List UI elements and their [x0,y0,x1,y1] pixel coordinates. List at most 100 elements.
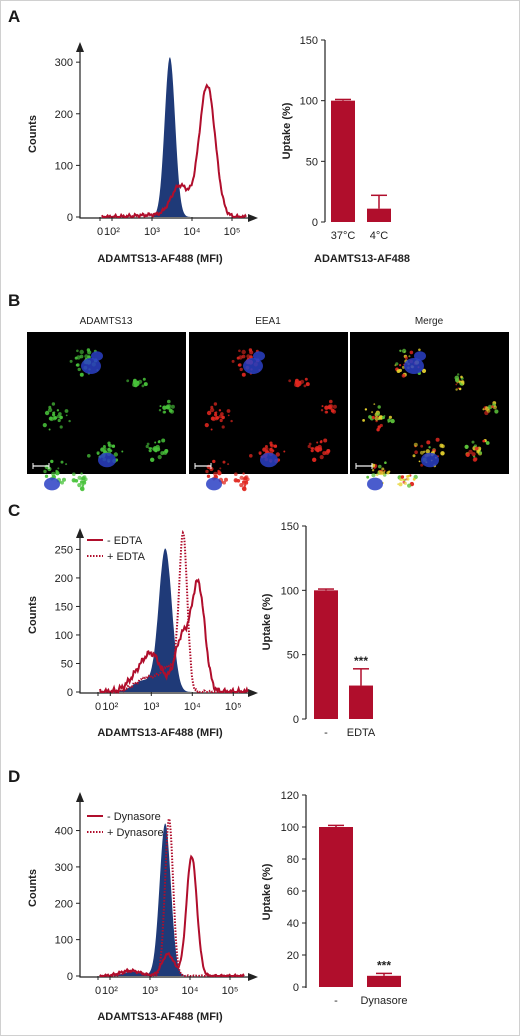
signal-spot [471,440,475,444]
signal-spot [149,447,152,450]
signal-spot [148,449,152,453]
signal-spot [388,415,392,419]
signal-spot [48,416,53,421]
signal-spot [241,486,247,491]
signal-spot [55,471,60,476]
signal-spot [404,356,408,360]
signal-spot [371,473,376,478]
signal-spot [204,423,209,428]
y-tick-label: 100 [281,585,299,597]
category-label: Dynasore [360,995,407,1007]
y-tick-label: 150 [281,521,299,533]
signal-spot [423,450,426,453]
signal-spot [57,467,60,470]
signal-spot [243,478,246,480]
y-tick-label: 300 [55,57,73,69]
x-tick-label: 10³ [142,985,158,997]
signal-spot [243,484,247,487]
y-tick-label: 80 [287,854,299,866]
signal-spot [72,472,76,477]
signal-spot [234,472,238,477]
signal-spot [79,349,84,355]
signal-spot [487,404,493,410]
x-axis-label: ADAMTS13-AF488 (MFI) [97,1011,223,1023]
nucleus [81,358,101,374]
signal-spot [412,454,416,458]
signal-spot [304,377,308,381]
signal-spot [142,377,146,381]
signal-spot [87,454,91,458]
signal-spot [402,478,405,481]
signal-spot [409,350,414,355]
signal-spot [239,367,243,372]
y-axis-label: Uptake (%) [261,593,273,650]
signal-spot [362,419,365,422]
signal-spot [312,457,317,462]
signal-spot [366,475,370,479]
signal-spot [428,446,431,449]
legend-plus-dynasore: + Dynasore [107,827,164,839]
signal-spot [311,447,314,450]
signal-spot [170,404,175,409]
signal-spot [162,410,166,414]
signal-spot [482,408,485,411]
signal-spot [47,407,53,413]
signal-spot [306,382,309,386]
x-tick-label: 0 [95,701,101,713]
signal-spot [371,469,375,472]
x-tick-label: 10³ [143,701,159,713]
signal-spot [332,404,337,409]
signal-spot [378,415,384,420]
x-arrow [248,689,258,697]
signal-spot [48,428,51,431]
y-tick-label: 0 [67,687,73,699]
signal-spot [121,450,124,453]
y-tick-label: 60 [287,886,299,898]
legend: - EDTA + EDTA [87,535,146,563]
y-tick-label: 0 [67,212,73,224]
signal-spot [84,354,89,359]
x-tick-label: 10² [104,226,120,238]
y-axis-label: Counts [27,115,39,153]
signal-spot [460,375,463,379]
signal-spot [213,402,218,406]
signal-spot [364,408,368,411]
uptake-histogram-line [101,83,247,219]
image-label-merge: Merge [415,316,444,327]
x-tick-label: 10⁴ [184,701,201,713]
panel-b-microscopy: ADAMTS13 EEA1 Merge [27,316,509,492]
signal-spot [157,455,162,460]
signal-spot [215,416,218,419]
signal-spot [384,461,387,465]
y-axis-label: Counts [27,596,39,634]
signal-spot [43,469,47,474]
signal-spot [242,480,247,485]
signal-spot [53,416,56,419]
signal-spot [65,463,68,466]
y-tick-label: 50 [306,156,318,168]
minus-dynasore-histogram [99,854,245,978]
y-tick-label: 20 [287,950,299,962]
signal-spot [249,454,253,458]
signal-spot [435,437,440,442]
signal-spot [81,484,85,487]
y-tick-label: 200 [55,573,73,585]
signal-spot [465,452,470,457]
bar [349,685,373,719]
signal-spot [218,414,223,419]
y-tick-label: 400 [55,826,73,838]
y-tick-label: 150 [55,601,73,613]
signal-spot [205,469,209,474]
signal-spot [412,477,416,481]
signal-spot [153,446,158,451]
signal-spot [212,459,216,464]
signal-spot [81,478,84,480]
adamts13-image [27,332,186,492]
signal-spot [310,447,313,449]
panel-c-bar-chart: 0 50 100 150 - EDTA *** Uptake (%) [261,521,376,739]
y-tick-label: 50 [61,658,73,670]
signal-spot [468,449,473,455]
signal-spot [390,418,395,424]
y-tick-label: 120 [281,790,299,802]
